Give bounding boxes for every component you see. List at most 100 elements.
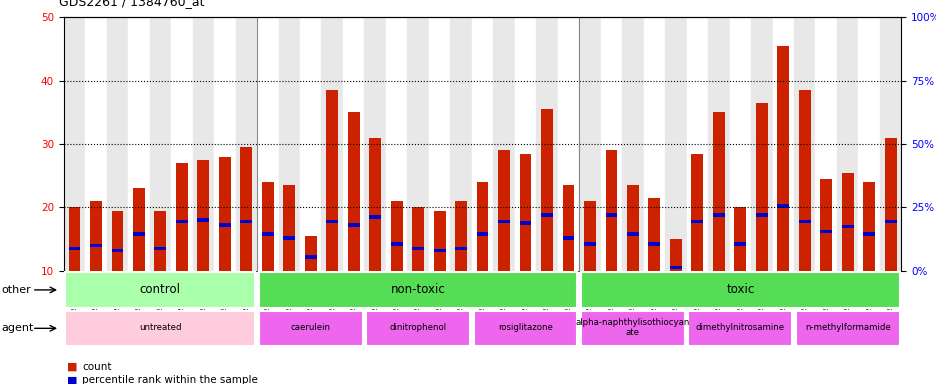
Bar bbox=[455, 201, 466, 334]
Bar bbox=[68, 207, 80, 334]
Bar bbox=[369, 138, 381, 334]
Bar bbox=[519, 222, 531, 225]
Bar bbox=[369, 215, 381, 218]
Bar bbox=[197, 160, 209, 334]
Bar bbox=[258, 311, 362, 346]
Bar bbox=[712, 113, 724, 334]
Bar bbox=[814, 17, 836, 271]
Text: dinitrophenol: dinitrophenol bbox=[389, 323, 446, 332]
Bar bbox=[68, 247, 80, 250]
Bar bbox=[498, 151, 509, 334]
Bar bbox=[219, 157, 230, 334]
Bar bbox=[154, 247, 166, 250]
Bar bbox=[562, 185, 574, 334]
Bar bbox=[519, 154, 531, 334]
Bar bbox=[283, 185, 295, 334]
Bar bbox=[819, 230, 831, 233]
Bar bbox=[321, 17, 343, 271]
Bar bbox=[364, 17, 386, 271]
Bar bbox=[540, 109, 552, 334]
Bar bbox=[347, 113, 359, 334]
Bar bbox=[154, 210, 166, 334]
Bar bbox=[304, 255, 316, 258]
Bar bbox=[841, 225, 853, 228]
Bar bbox=[686, 17, 708, 271]
Bar bbox=[256, 17, 278, 271]
Bar bbox=[193, 17, 213, 271]
Bar bbox=[771, 17, 793, 271]
Text: ■: ■ bbox=[66, 362, 77, 372]
Bar bbox=[85, 17, 107, 271]
Bar bbox=[197, 218, 209, 222]
Bar bbox=[729, 17, 751, 271]
Bar bbox=[235, 17, 256, 271]
Bar bbox=[643, 17, 665, 271]
Text: count: count bbox=[82, 362, 111, 372]
Bar bbox=[407, 17, 429, 271]
Text: dimethylnitrosamine: dimethylnitrosamine bbox=[695, 323, 784, 332]
Bar bbox=[583, 201, 595, 334]
Bar bbox=[798, 90, 810, 334]
Bar bbox=[712, 213, 724, 217]
Bar bbox=[213, 17, 235, 271]
Text: untreated: untreated bbox=[139, 323, 182, 332]
Bar bbox=[278, 17, 300, 271]
Bar bbox=[429, 17, 450, 271]
Bar bbox=[648, 198, 660, 334]
Bar bbox=[472, 17, 492, 271]
Text: percentile rank within the sample: percentile rank within the sample bbox=[82, 375, 258, 384]
Bar bbox=[219, 223, 230, 227]
Bar bbox=[755, 213, 767, 217]
Bar bbox=[450, 17, 472, 271]
Bar bbox=[366, 311, 470, 346]
Bar bbox=[669, 239, 681, 334]
Bar bbox=[150, 17, 171, 271]
Text: alpha-naphthylisothiocyan
ate: alpha-naphthylisothiocyan ate bbox=[575, 318, 689, 337]
Bar bbox=[473, 311, 577, 346]
Text: n-methylformamide: n-methylformamide bbox=[804, 323, 889, 332]
Bar bbox=[133, 232, 145, 236]
Bar bbox=[514, 17, 535, 271]
Bar bbox=[241, 147, 252, 334]
Bar bbox=[557, 17, 578, 271]
Bar bbox=[862, 182, 874, 334]
Text: ■: ■ bbox=[66, 375, 77, 384]
Bar bbox=[777, 46, 788, 334]
Bar bbox=[665, 17, 686, 271]
Bar bbox=[492, 17, 514, 271]
Bar bbox=[884, 220, 896, 223]
Bar bbox=[111, 210, 124, 334]
Text: rosiglitazone: rosiglitazone bbox=[498, 323, 552, 332]
Bar bbox=[755, 103, 767, 334]
Bar bbox=[343, 17, 364, 271]
Bar bbox=[580, 311, 684, 346]
Bar bbox=[605, 213, 617, 217]
Bar bbox=[455, 247, 466, 250]
Bar bbox=[128, 17, 150, 271]
Bar bbox=[258, 272, 577, 308]
Bar bbox=[819, 179, 831, 334]
Bar bbox=[300, 17, 321, 271]
Bar bbox=[66, 272, 255, 308]
Bar bbox=[283, 236, 295, 240]
Bar bbox=[691, 154, 703, 334]
Bar bbox=[580, 272, 899, 308]
Bar bbox=[583, 242, 595, 246]
Text: caerulein: caerulein bbox=[290, 323, 330, 332]
Bar bbox=[390, 201, 402, 334]
Text: agent: agent bbox=[2, 323, 35, 333]
Bar bbox=[386, 17, 407, 271]
Bar bbox=[622, 17, 643, 271]
Bar bbox=[862, 232, 874, 236]
Bar bbox=[476, 182, 488, 334]
Bar bbox=[412, 207, 424, 334]
Bar bbox=[836, 17, 857, 271]
Bar bbox=[626, 232, 638, 236]
Bar bbox=[857, 17, 879, 271]
Bar bbox=[751, 17, 771, 271]
Bar bbox=[841, 172, 853, 334]
Bar bbox=[171, 17, 193, 271]
Bar bbox=[688, 311, 792, 346]
Bar bbox=[261, 232, 273, 236]
Bar bbox=[412, 247, 424, 250]
